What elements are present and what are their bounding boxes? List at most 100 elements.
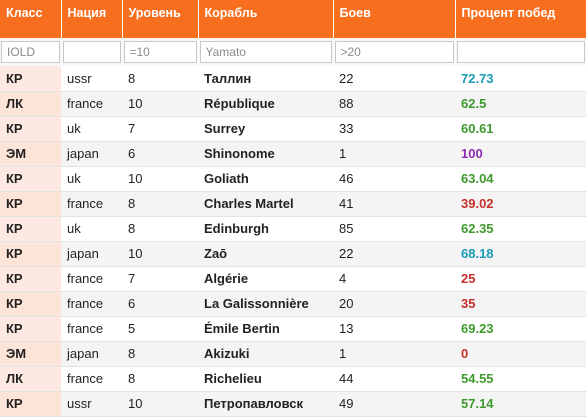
- cell-tier: 8: [122, 191, 198, 217]
- cell-ship: Algérie: [198, 266, 333, 292]
- cell-ship: Goliath: [198, 166, 333, 192]
- cell-nation: japan: [61, 341, 122, 367]
- cell-battles: 88: [333, 91, 455, 117]
- cell-ship: Akizuki: [198, 341, 333, 367]
- cell-nation: uk: [61, 116, 122, 142]
- table-row[interactable]: КР france 5 Émile Bertin 13 69.23: [0, 316, 586, 342]
- table-row[interactable]: КР uk 7 Surrey 33 60.61: [0, 116, 586, 142]
- cell-ship: Таллин: [198, 66, 333, 92]
- table-row[interactable]: КР france 6 La Galissonnière 20 35: [0, 291, 586, 317]
- cell-ship: La Galissonnière: [198, 291, 333, 317]
- filter-input-battles[interactable]: [334, 41, 454, 63]
- cell-tier: 6: [122, 291, 198, 317]
- cell-nation: uk: [61, 166, 122, 192]
- cell-winrate: 35: [455, 291, 586, 317]
- cell-battles: 49: [333, 391, 455, 417]
- cell-battles: 1: [333, 141, 455, 167]
- cell-winrate: 72.73: [455, 66, 586, 92]
- cell-class: КР: [0, 216, 61, 242]
- filter-cell-class: [0, 38, 62, 66]
- cell-class: КР: [0, 291, 61, 317]
- cell-tier: 5: [122, 316, 198, 342]
- table-row[interactable]: КР france 8 Charles Martel 41 39.02: [0, 191, 586, 217]
- cell-nation: ussr: [61, 391, 122, 417]
- cell-class: КР: [0, 266, 61, 292]
- table-row[interactable]: КР ussr 10 Петропавловск 49 57.14: [0, 391, 586, 417]
- column-header-ship[interactable]: Корабль: [198, 0, 334, 38]
- column-header-winrate[interactable]: Процент побед: [455, 0, 586, 38]
- cell-ship: Surrey: [198, 116, 333, 142]
- cell-tier: 8: [122, 366, 198, 392]
- cell-ship: Петропавловск: [198, 391, 333, 417]
- cell-nation: japan: [61, 141, 122, 167]
- cell-winrate: 63.04: [455, 166, 586, 192]
- column-header-nation[interactable]: Нация: [61, 0, 123, 38]
- cell-winrate: 62.35: [455, 216, 586, 242]
- table-row[interactable]: КР japan 10 Zaō 22 68.18: [0, 241, 586, 267]
- cell-winrate: 60.61: [455, 116, 586, 142]
- cell-nation: uk: [61, 216, 122, 242]
- cell-nation: france: [61, 291, 122, 317]
- cell-class: КР: [0, 391, 61, 417]
- cell-class: КР: [0, 116, 61, 142]
- cell-class: КР: [0, 66, 61, 92]
- cell-class: ЛК: [0, 91, 61, 117]
- cell-winrate: 39.02: [455, 191, 586, 217]
- cell-ship: Émile Bertin: [198, 316, 333, 342]
- filter-cell-winrate: [455, 38, 586, 66]
- cell-nation: france: [61, 91, 122, 117]
- table-row[interactable]: ЛК france 10 République 88 62.5: [0, 91, 586, 117]
- cell-battles: 41: [333, 191, 455, 217]
- cell-class: КР: [0, 191, 61, 217]
- cell-tier: 8: [122, 66, 198, 92]
- table-body: КР ussr 8 Таллин 22 72.73 ЛК france 10 Républiqu…: [0, 66, 586, 417]
- cell-nation: france: [61, 266, 122, 292]
- cell-ship: Edinburgh: [198, 216, 333, 242]
- cell-tier: 10: [122, 166, 198, 192]
- cell-winrate: 62.5: [455, 91, 586, 117]
- table-row[interactable]: КР france 7 Algérie 4 25: [0, 266, 586, 292]
- column-header-battles[interactable]: Боев: [333, 0, 456, 38]
- cell-nation: france: [61, 366, 122, 392]
- cell-class: ЛК: [0, 366, 61, 392]
- cell-tier: 10: [122, 391, 198, 417]
- cell-winrate: 68.18: [455, 241, 586, 267]
- cell-class: КР: [0, 166, 61, 192]
- cell-winrate: 25: [455, 266, 586, 292]
- cell-tier: 7: [122, 266, 198, 292]
- table-row[interactable]: КР uk 10 Goliath 46 63.04: [0, 166, 586, 192]
- column-header-class[interactable]: Класс: [0, 0, 62, 38]
- cell-nation: japan: [61, 241, 122, 267]
- table-row[interactable]: ЭМ japan 6 Shinonome 1 100: [0, 141, 586, 167]
- cell-battles: 20: [333, 291, 455, 317]
- cell-class: КР: [0, 241, 61, 267]
- filter-cell-tier: [122, 38, 199, 66]
- cell-battles: 22: [333, 66, 455, 92]
- table-row[interactable]: ЛК france 8 Richelieu 44 54.55: [0, 366, 586, 392]
- cell-battles: 22: [333, 241, 455, 267]
- table-row[interactable]: КР ussr 8 Таллин 22 72.73: [0, 66, 586, 92]
- cell-tier: 8: [122, 341, 198, 367]
- filter-input-tier[interactable]: [123, 41, 197, 63]
- cell-battles: 85: [333, 216, 455, 242]
- filter-row: [0, 38, 586, 66]
- cell-ship: Shinonome: [198, 141, 333, 167]
- cell-battles: 44: [333, 366, 455, 392]
- table-row[interactable]: КР uk 8 Edinburgh 85 62.35: [0, 216, 586, 242]
- filter-input-winrate[interactable]: [456, 41, 585, 63]
- cell-ship: République: [198, 91, 333, 117]
- cell-tier: 8: [122, 216, 198, 242]
- cell-winrate: 54.55: [455, 366, 586, 392]
- cell-ship: Zaō: [198, 241, 333, 267]
- filter-cell-nation: [61, 38, 123, 66]
- filter-input-nation[interactable]: [62, 41, 121, 63]
- column-header-tier[interactable]: Уровень: [122, 0, 199, 38]
- cell-class: КР: [0, 316, 61, 342]
- cell-battles: 13: [333, 316, 455, 342]
- table-row[interactable]: ЭМ japan 8 Akizuki 1 0: [0, 341, 586, 367]
- cell-tier: 7: [122, 116, 198, 142]
- filter-input-ship[interactable]: [199, 41, 332, 63]
- filter-input-class[interactable]: [1, 41, 60, 63]
- cell-battles: 1: [333, 341, 455, 367]
- filter-cell-ship: [198, 38, 334, 66]
